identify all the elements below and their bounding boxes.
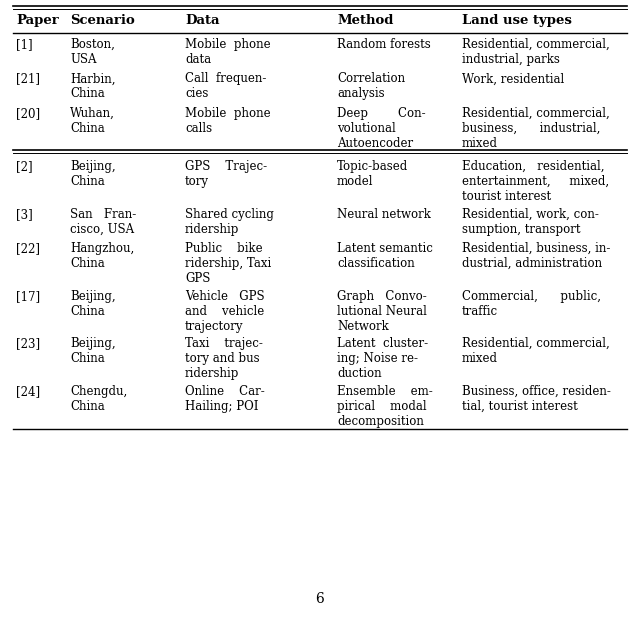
Text: 6: 6 — [316, 592, 324, 606]
Text: Shared cycling
ridership: Shared cycling ridership — [185, 208, 274, 236]
Text: Residential, work, con-
sumption, transport: Residential, work, con- sumption, transp… — [462, 208, 599, 236]
Text: Paper: Paper — [16, 14, 59, 27]
Text: Online    Car-
Hailing; POI: Online Car- Hailing; POI — [185, 384, 265, 413]
Text: Taxi    trajec-
tory and bus
ridership: Taxi trajec- tory and bus ridership — [185, 337, 263, 380]
Text: Business, office, residen-
tial, tourist interest: Business, office, residen- tial, tourist… — [462, 384, 611, 413]
Text: [24]: [24] — [16, 384, 40, 398]
Text: Residential, commercial,
mixed: Residential, commercial, mixed — [462, 337, 610, 365]
Text: Topic-based
model: Topic-based model — [337, 160, 408, 188]
Text: Residential, business, in-
dustrial, administration: Residential, business, in- dustrial, adm… — [462, 242, 611, 270]
Text: Call  frequen-
cies: Call frequen- cies — [185, 72, 266, 101]
Text: Scenario: Scenario — [70, 14, 135, 27]
Text: San   Fran-
cisco, USA: San Fran- cisco, USA — [70, 208, 136, 236]
Text: Land use types: Land use types — [462, 14, 572, 27]
Text: Beijing,
China: Beijing, China — [70, 337, 116, 365]
Text: Latent semantic
classification: Latent semantic classification — [337, 242, 433, 270]
Text: Graph   Convo-
lutional Neural
Network: Graph Convo- lutional Neural Network — [337, 289, 427, 333]
Text: Harbin,
China: Harbin, China — [70, 72, 115, 101]
Text: [20]: [20] — [16, 107, 40, 120]
Text: Commercial,      public,
traffic: Commercial, public, traffic — [462, 289, 601, 318]
Text: [21]: [21] — [16, 72, 40, 85]
Text: Random forests: Random forests — [337, 38, 431, 51]
Text: GPS    Trajec-
tory: GPS Trajec- tory — [185, 160, 267, 188]
Text: Chengdu,
China: Chengdu, China — [70, 384, 127, 413]
Text: [23]: [23] — [16, 337, 40, 350]
Text: Education,   residential,
entertainment,     mixed,
tourist interest: Education, residential, entertainment, m… — [462, 160, 609, 203]
Text: Mobile  phone
data: Mobile phone data — [185, 38, 271, 66]
Text: Residential, commercial,
industrial, parks: Residential, commercial, industrial, par… — [462, 38, 610, 66]
Text: Ensemble    em-
pirical    modal
decomposition: Ensemble em- pirical modal decomposition — [337, 384, 433, 428]
Text: Beijing,
China: Beijing, China — [70, 289, 116, 318]
Text: [3]: [3] — [16, 208, 33, 221]
Text: [17]: [17] — [16, 289, 40, 302]
Text: Vehicle   GPS
and    vehicle
trajectory: Vehicle GPS and vehicle trajectory — [185, 289, 264, 333]
Text: Mobile  phone
calls: Mobile phone calls — [185, 107, 271, 135]
Text: Method: Method — [337, 14, 394, 27]
Text: Latent  cluster-
ing; Noise re-
duction: Latent cluster- ing; Noise re- duction — [337, 337, 428, 380]
Text: Wuhan,
China: Wuhan, China — [70, 107, 115, 135]
Text: Neural network: Neural network — [337, 208, 431, 221]
Text: Work, residential: Work, residential — [462, 72, 564, 85]
Text: Public    bike
ridership, Taxi
GPS: Public bike ridership, Taxi GPS — [185, 242, 271, 285]
Text: [1]: [1] — [16, 38, 33, 51]
Text: Data: Data — [185, 14, 220, 27]
Text: [22]: [22] — [16, 242, 40, 255]
Text: Beijing,
China: Beijing, China — [70, 160, 116, 188]
Text: Correlation
analysis: Correlation analysis — [337, 72, 405, 101]
Text: Deep        Con-
volutional
Autoencoder: Deep Con- volutional Autoencoder — [337, 107, 426, 150]
Text: Hangzhou,
China: Hangzhou, China — [70, 242, 134, 270]
Text: [2]: [2] — [16, 160, 33, 173]
Text: Boston,
USA: Boston, USA — [70, 38, 115, 66]
Text: Residential, commercial,
business,      industrial,
mixed: Residential, commercial, business, indus… — [462, 107, 610, 150]
